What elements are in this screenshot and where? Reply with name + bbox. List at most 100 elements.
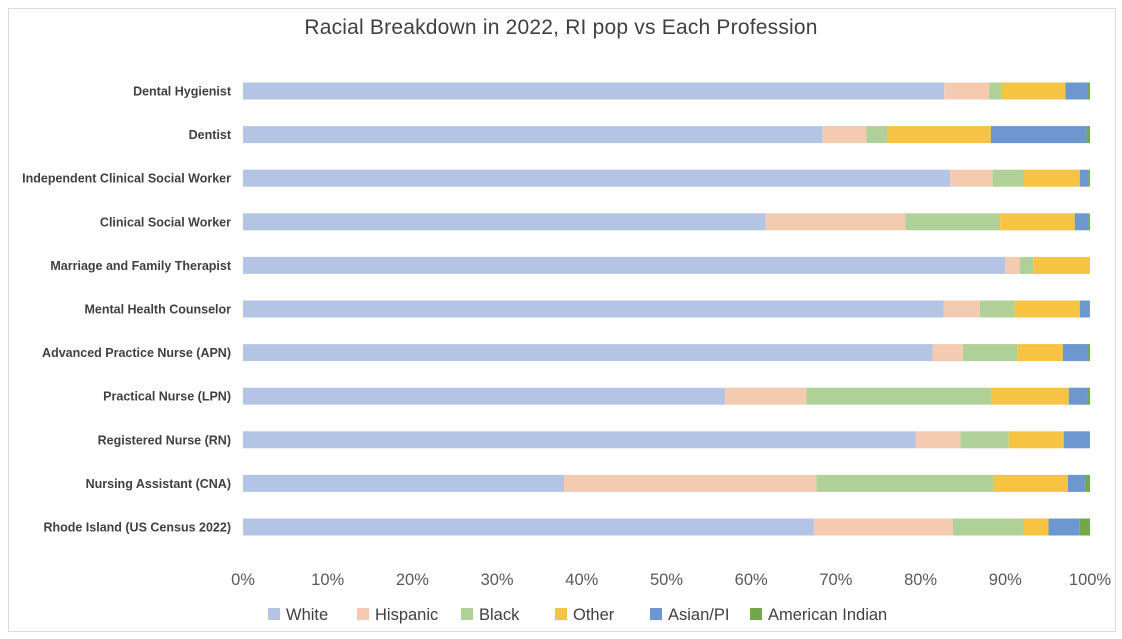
bar-segment-asian-pi: [990, 126, 1087, 144]
bar-segment-hispanic: [932, 344, 963, 362]
bar-segment-hispanic: [1005, 256, 1020, 274]
category-label: Independent Clinical Social Worker: [22, 172, 231, 186]
bar-segment-hispanic: [822, 126, 867, 144]
bar-segment-black: [962, 344, 1018, 362]
bar-segment-hispanic: [765, 213, 906, 231]
bar-segment-hispanic: [943, 300, 980, 318]
bar-row: [243, 82, 1090, 100]
bar-row: [243, 474, 1090, 492]
category-label: Marriage and Family Therapist: [50, 259, 231, 273]
legend-label: American Indian: [768, 606, 887, 624]
bar-segment-other: [1014, 300, 1080, 318]
bar-segment-white: [243, 256, 1006, 274]
bar-segment-white: [243, 213, 766, 231]
bar-segment-white: [243, 344, 933, 362]
bar-row: [243, 213, 1090, 231]
category-labels-group: Dental Hygienist Dentist Independent Clini…: [22, 85, 232, 535]
bar-segment-white: [243, 431, 916, 449]
bar-segment-black: [905, 213, 1001, 231]
bar-segment-american-indian: [1087, 344, 1090, 362]
bar-row: [243, 169, 1090, 187]
x-tick-label: 90%: [989, 571, 1022, 589]
bar-segment-asian-pi: [1079, 300, 1090, 318]
bar-segment-american-indian: [1088, 169, 1090, 187]
bar-segment-asian-pi: [1074, 213, 1089, 231]
legend-swatch: [650, 608, 662, 620]
x-tick-label: 20%: [396, 571, 429, 589]
legend-item-american-indian: American Indian: [750, 606, 887, 624]
category-label: Clinical Social Worker: [100, 215, 231, 229]
bar-segment-other: [1000, 213, 1075, 231]
bar-segment-black: [1019, 256, 1034, 274]
legend-swatch: [750, 608, 762, 620]
bar-segment-white: [243, 387, 725, 405]
category-label: Dental Hygienist: [133, 85, 232, 99]
legend-label: Black: [479, 606, 520, 624]
bar-segment-hispanic: [915, 431, 961, 449]
bar-segment-hispanic: [724, 387, 807, 405]
bar-segment-white: [243, 169, 951, 187]
legend-item-white: White: [268, 606, 328, 624]
legend: White Hispanic Black Other Asian/PI American …: [268, 606, 887, 624]
bar-row: [243, 256, 1090, 274]
bars-group: [243, 82, 1090, 536]
legend-label: Hispanic: [375, 606, 438, 624]
bar-row: [243, 126, 1090, 144]
bar-segment-american-indian: [1079, 518, 1090, 536]
legend-label: White: [286, 606, 328, 624]
category-label: Mental Health Counselor: [84, 303, 231, 317]
category-label: Dentist: [189, 128, 232, 142]
bar-segment-asian-pi: [1048, 518, 1080, 536]
bar-segment-black: [992, 169, 1024, 187]
legend-label: Asian/PI: [668, 606, 729, 624]
category-label: Nursing Assistant (CNA): [86, 477, 231, 491]
x-tick-label: 40%: [565, 571, 598, 589]
bar-segment-white: [243, 82, 945, 100]
bar-row: [243, 431, 1090, 449]
bar-segment-black: [960, 431, 1009, 449]
bar-segment-black: [952, 518, 1024, 536]
bar-segment-asian-pi: [1063, 431, 1090, 449]
x-tick-label: 60%: [735, 571, 768, 589]
bar-segment-black: [866, 126, 888, 144]
bar-segment-other: [1023, 518, 1049, 536]
bar-segment-hispanic: [813, 518, 953, 536]
bar-segment-other: [990, 387, 1069, 405]
bar-segment-asian-pi: [1062, 344, 1088, 362]
bar-segment-white: [243, 300, 944, 318]
bar-segment-black: [979, 300, 1015, 318]
bar-segment-other: [1023, 169, 1080, 187]
bar-segment-american-indian: [1089, 431, 1090, 449]
bar-row: [243, 387, 1090, 405]
legend-swatch: [555, 608, 567, 620]
bar-segment-black: [989, 82, 1002, 100]
x-tick-label: 30%: [481, 571, 514, 589]
bar-segment-other: [887, 126, 991, 144]
legend-item-black: Black: [461, 606, 520, 624]
bar-segment-white: [243, 474, 565, 492]
bar-segment-black: [816, 474, 994, 492]
category-label: Registered Nurse (RN): [98, 433, 231, 447]
legend-swatch: [357, 608, 369, 620]
x-tick-label: 80%: [904, 571, 937, 589]
legend-item-hispanic: Hispanic: [357, 606, 438, 624]
chart-title: Racial Breakdown in 2022, RI pop vs Each…: [304, 16, 818, 39]
bar-segment-other: [1001, 82, 1066, 100]
bar-segment-asian-pi: [1065, 82, 1088, 100]
bar-segment-american-indian: [1087, 387, 1090, 405]
legend-label: Other: [573, 606, 615, 624]
category-label: Practical Nurse (LPN): [103, 390, 231, 404]
bar-segment-american-indian: [1088, 213, 1090, 231]
x-tick-label: 0%: [231, 571, 255, 589]
legend-item-asian-pi: Asian/PI: [650, 606, 729, 624]
bar-segment-hispanic: [950, 169, 993, 187]
legend-swatch: [461, 608, 473, 620]
x-tick-label: 100%: [1069, 571, 1112, 589]
x-tick-label: 10%: [311, 571, 344, 589]
bar-segment-white: [243, 126, 823, 144]
x-tick-label: 70%: [819, 571, 852, 589]
bar-segment-asian-pi: [1068, 387, 1088, 405]
category-label: Advanced Practice Nurse (APN): [42, 346, 231, 360]
bar-segment-asian-pi: [1079, 169, 1089, 187]
